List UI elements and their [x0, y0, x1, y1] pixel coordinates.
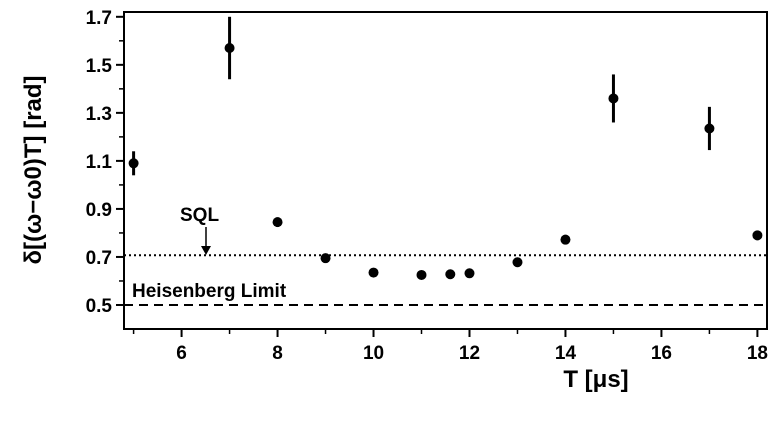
heisenberg-label: Heisenberg Limit: [132, 281, 287, 302]
y-tick-label: 0.9: [86, 200, 112, 221]
y-axis-ticks: 0.5 0.7 0.9 1.1 1.3 1.5 1.7: [86, 8, 124, 317]
data-point: [224, 43, 235, 54]
x-tick-label: 8: [272, 343, 283, 364]
data-point: [320, 253, 331, 264]
x-tick-label: 12: [459, 343, 480, 364]
sql-label: SQL: [180, 205, 219, 226]
reference-lines: [124, 254, 767, 306]
data-point: [608, 93, 619, 104]
x-tick-label: 16: [651, 343, 672, 364]
data-points: [128, 16, 763, 280]
x-tick-label: 14: [555, 343, 577, 364]
data-point: [416, 269, 427, 280]
x-tick-label: 10: [363, 343, 384, 364]
data-point: [704, 123, 715, 134]
x-tick-label: 18: [747, 343, 768, 364]
y-tick-label: 1.1: [86, 152, 113, 173]
data-point: [560, 234, 571, 245]
y-tick-label: 1.7: [86, 8, 112, 29]
data-point: [512, 257, 523, 268]
y-tick-label: 1.5: [86, 56, 113, 77]
data-point: [464, 268, 475, 279]
y-axis-title: δ[(ω−ω0)T] [rad]: [20, 75, 47, 264]
sql-arrow-head: [201, 246, 211, 255]
annotations: SQL Heisenberg Limit: [132, 205, 287, 302]
x-tick-label: 6: [176, 343, 187, 364]
data-point: [445, 269, 456, 280]
data-point: [272, 217, 283, 228]
data-point: [128, 158, 139, 169]
y-tick-label: 0.5: [86, 296, 113, 317]
plot-frame: [123, 11, 768, 330]
y-tick-label: 1.3: [86, 104, 112, 125]
data-point: [368, 267, 379, 278]
y-tick-label: 0.7: [86, 248, 112, 269]
plot-area: [123, 11, 768, 330]
x-axis-ticks: 6 8 10 12 14 16 18: [132, 329, 768, 364]
x-axis-title: T [μs]: [563, 366, 628, 393]
data-point: [752, 230, 763, 241]
